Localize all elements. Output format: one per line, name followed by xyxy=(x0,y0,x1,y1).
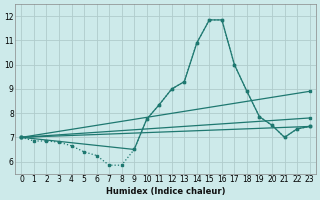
X-axis label: Humidex (Indice chaleur): Humidex (Indice chaleur) xyxy=(106,187,225,196)
